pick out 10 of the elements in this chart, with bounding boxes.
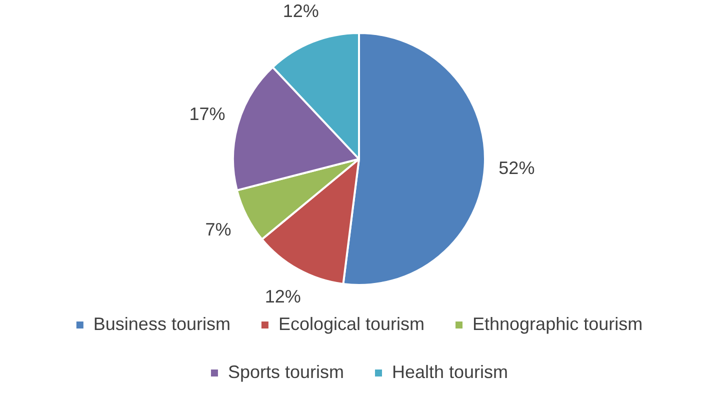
- data-label: 7%: [205, 220, 232, 240]
- data-label: 12%: [282, 1, 319, 22]
- legend-label: Business tourism: [93, 314, 230, 334]
- data-label: 17%: [189, 104, 226, 124]
- data-label: 52%: [498, 158, 535, 178]
- data-label: 12%: [264, 286, 301, 306]
- legend-label: Ecological tourism: [278, 314, 425, 334]
- legend-label: Ethnographic tourism: [472, 314, 643, 334]
- legend-label: Sports tourism: [228, 362, 344, 382]
- legend-label: Health tourism: [392, 362, 508, 382]
